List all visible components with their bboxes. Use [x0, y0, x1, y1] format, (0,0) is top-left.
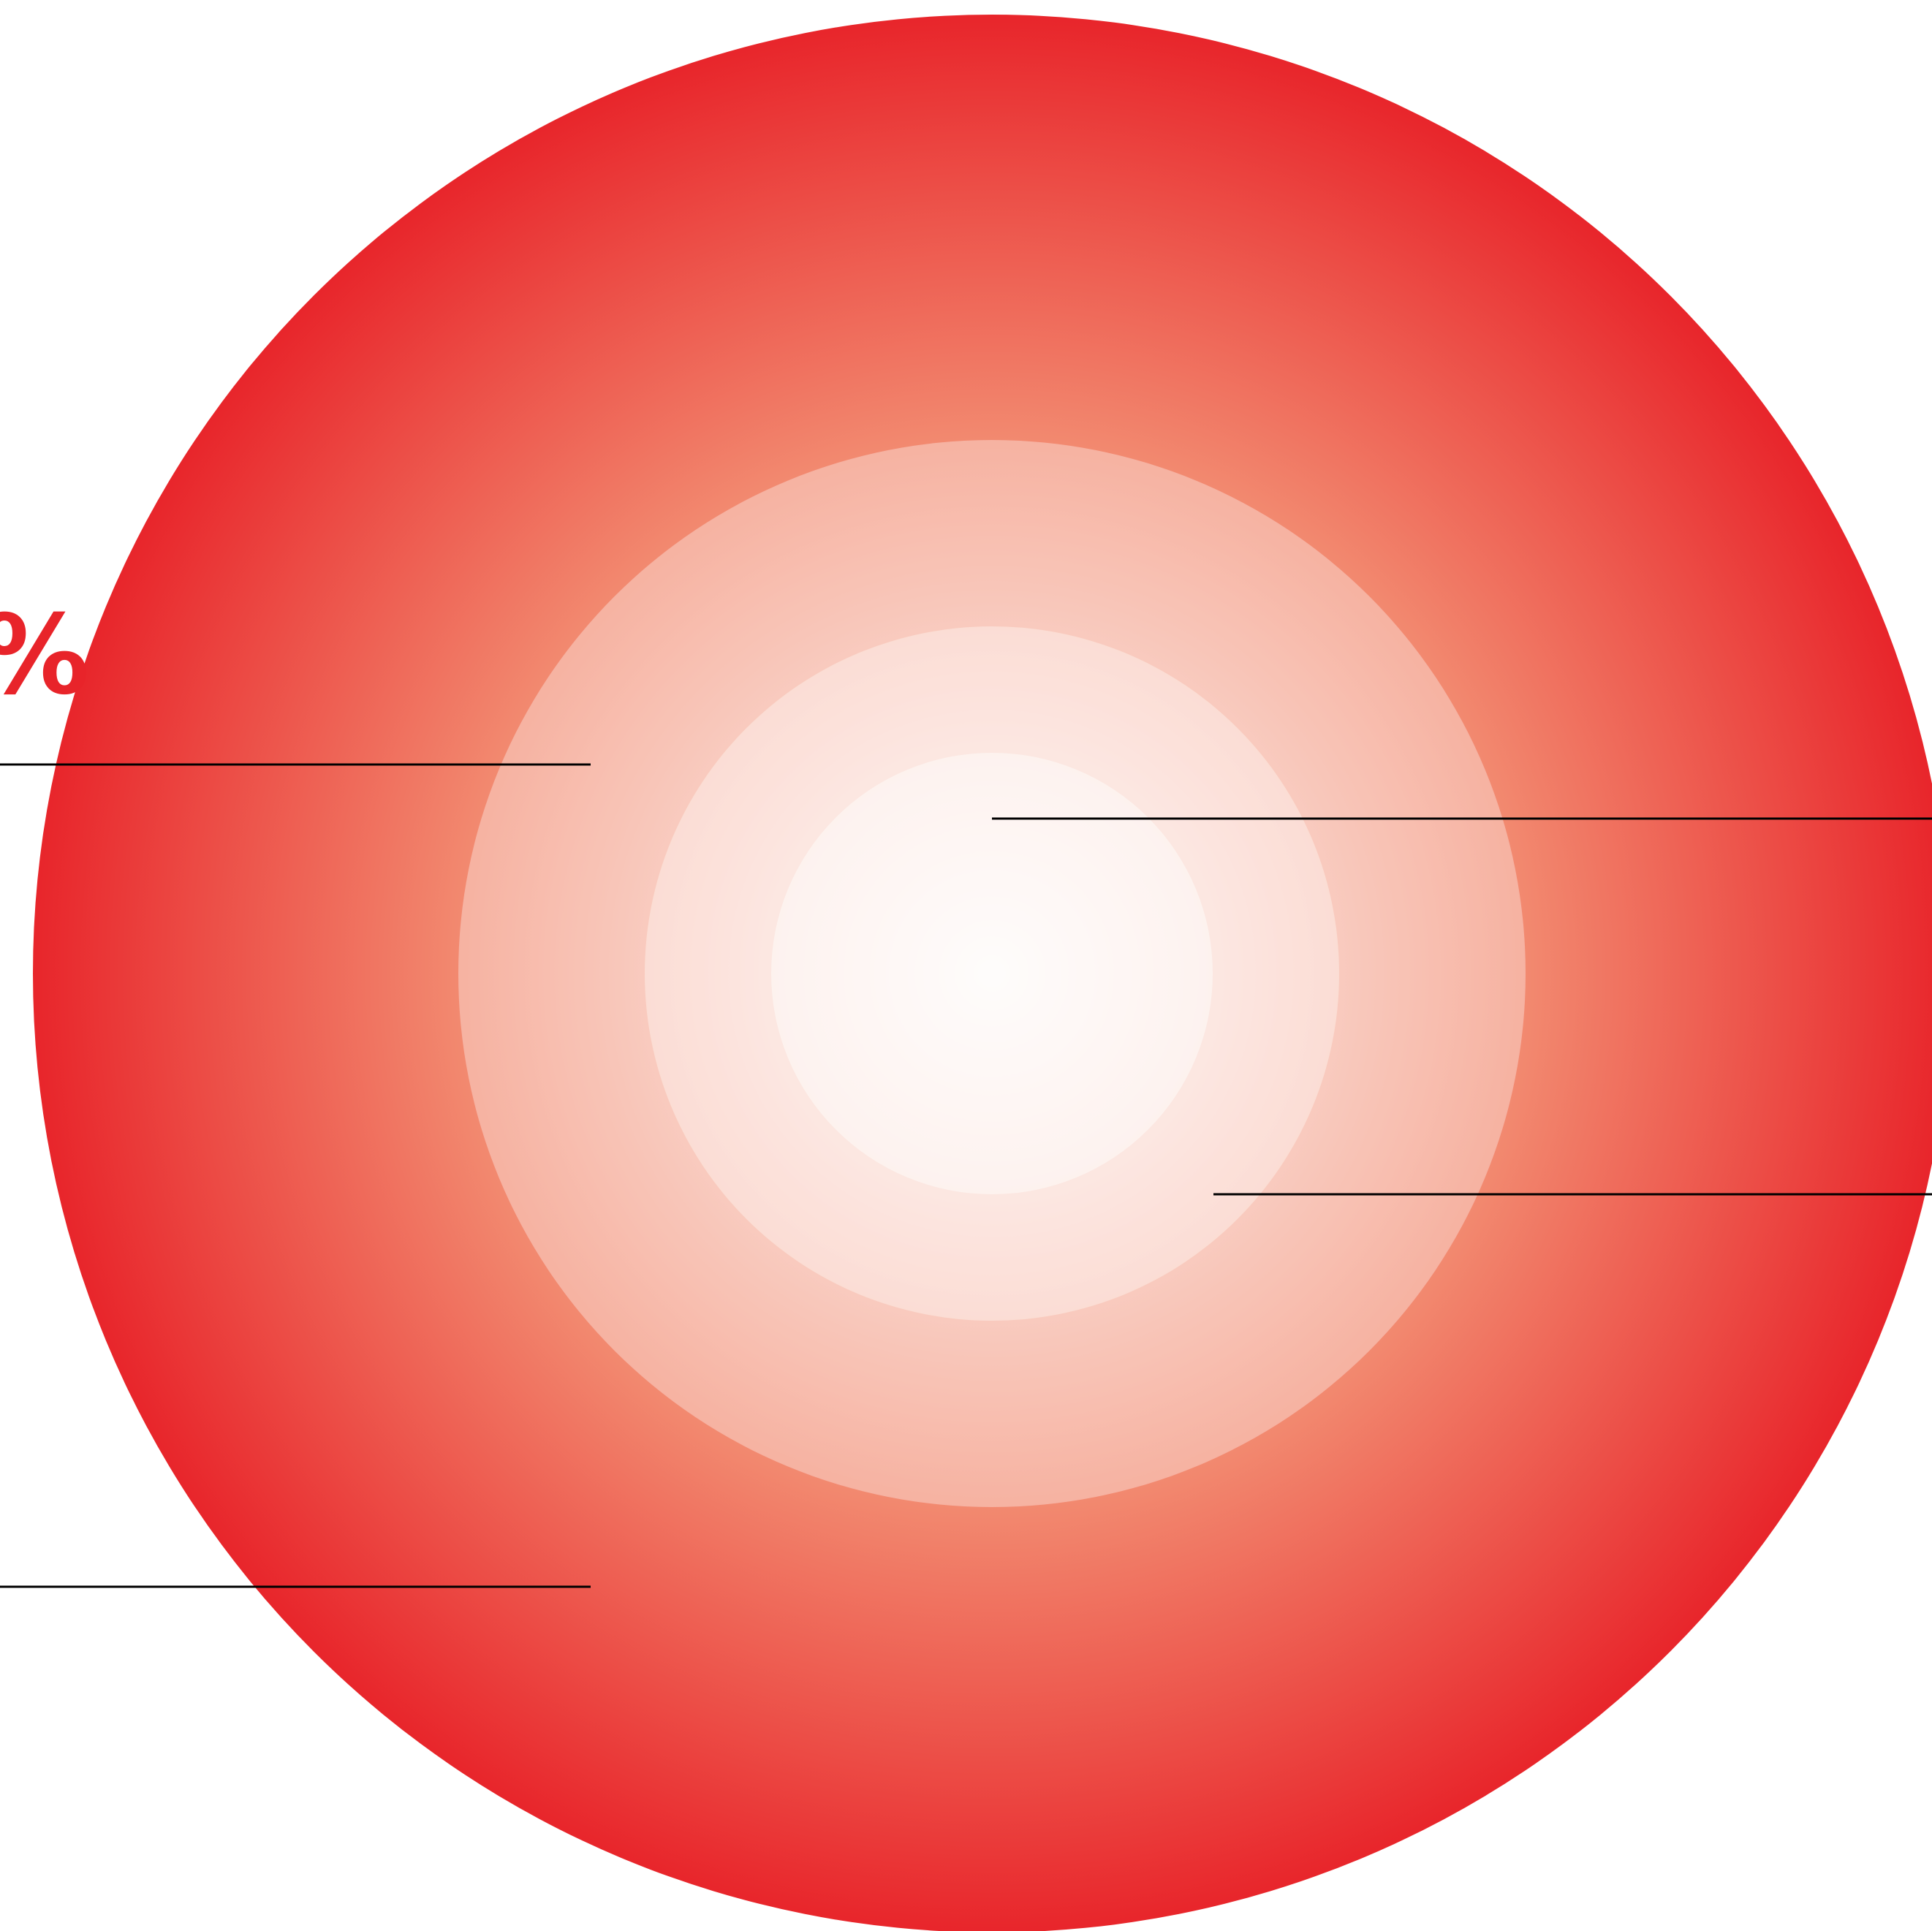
outer-circle: [33, 15, 1932, 1931]
inner-circle: [771, 753, 1213, 1194]
second-circle: [645, 626, 1339, 1321]
percent-label: %: [0, 592, 89, 719]
third-circle: [458, 440, 1526, 1507]
